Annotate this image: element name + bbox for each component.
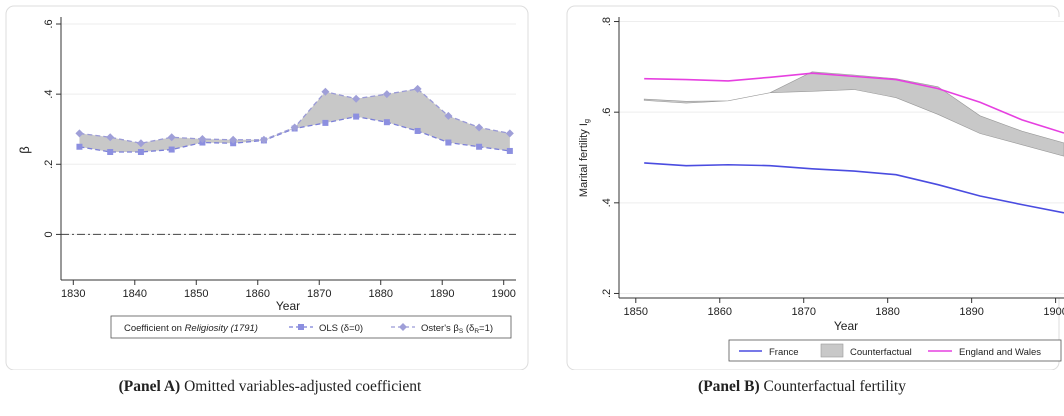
a-x-tick-label: 1900	[491, 288, 515, 300]
a-oster-point	[106, 133, 115, 142]
panel-b-caption: (Panel B) Counterfactual fertility	[540, 378, 1064, 396]
panel-b-y-axis-label-main: Marital fertility I	[578, 123, 590, 197]
a-x-tick-label: 1880	[368, 288, 392, 300]
panel-a-chart: 1830 1840 1850 1860 1870 1880 1890 19000.2.4.6 …	[5, 5, 529, 370]
panel-b-x-axis-label: Year	[834, 319, 858, 333]
panel-a-legend-ols-key	[289, 324, 313, 330]
panel-b-plot-area	[619, 17, 1064, 298]
a-ols-point	[353, 113, 360, 120]
panel-a-series-layer	[75, 84, 514, 156]
a-oster-point	[259, 135, 268, 144]
a-x-tick-label: 1870	[307, 288, 331, 300]
panel-a-legend-ols-label: OLS (δ=0)	[319, 323, 363, 334]
panel-a-caption-text: Omitted variables-adjusted coefficient	[184, 378, 422, 395]
panel-a-legend-oster-sub: S	[459, 328, 464, 335]
a-oster-point	[167, 133, 176, 142]
panel-a-axes: 1830 1840 1850 1860 1870 1880 1890 1900 0 .2 .4 .6	[43, 17, 516, 300]
a-oster-point	[136, 139, 145, 148]
panel-a-legend-oster-main: Oster's β	[421, 323, 459, 334]
a-y-tick-label: .6	[43, 19, 55, 28]
a-ols-point	[322, 119, 329, 126]
panel-a-caption-label: (Panel A)	[118, 378, 181, 395]
panel-b-series-layer	[644, 72, 1064, 214]
a-oster-point	[198, 135, 207, 144]
panel-a-caption: (Panel A) Omitted variables-adjusted coe…	[0, 378, 540, 396]
a-oster-point	[444, 111, 453, 120]
a-ols-point	[476, 143, 483, 150]
panel-b-caption-text: Counterfactual fertility	[763, 378, 906, 395]
a-x-tick-label: 1890	[430, 288, 454, 300]
a-x-tick-label: 1830	[61, 288, 85, 300]
a-ols-point	[168, 146, 175, 153]
a-y-tick-label: .4	[43, 90, 55, 99]
panel-a-legend-oster-sub2: R	[474, 328, 479, 335]
panel-a-legend: Coefficient on Religiosity (1791) OLS (δ…	[110, 315, 512, 339]
a-ols-point	[107, 149, 114, 156]
panel-b-band-layer	[643, 71, 1064, 157]
panel-a-legend-title: Coefficient on Religiosity (1791)	[124, 323, 258, 334]
a-oster-point	[75, 129, 84, 138]
panel-a-band-layer	[79, 88, 510, 153]
panel-b-y-axis-label: Marital fertility Ig	[578, 119, 591, 197]
b-x-tick-label: 1900	[1043, 306, 1064, 318]
a-y-tick-label: .2	[43, 160, 55, 169]
panel-b-axes: 1850 1860 1870 1880 1890 1900 .2 .4 .6 .8	[601, 17, 1064, 318]
a-oster-point	[413, 84, 422, 93]
a-oster-point	[475, 123, 484, 132]
panel-a-y-axis-label: β	[17, 146, 32, 153]
a-ols-point	[383, 119, 390, 126]
a-oster-point	[382, 90, 391, 99]
a-oster-point	[229, 135, 238, 144]
b-y-tick-label: .4	[601, 198, 613, 207]
b-x-tick-label: 1890	[959, 306, 983, 318]
panel-a-legend-oster-end: =1)	[479, 323, 493, 334]
b-x-tick-label: 1860	[708, 306, 732, 318]
panel-b-chart: 1850 1860 1870 1880 1890 1900 .2 .4 .6 .8 Year Ma…	[566, 5, 1064, 370]
b-x-tick-label: 1870	[791, 306, 815, 318]
a-ols-point	[76, 143, 83, 150]
panel-a-legend-oster-key	[391, 323, 415, 331]
b-series-france-line	[644, 162, 1064, 214]
a-oster-point	[321, 87, 330, 96]
panel-b-caption-label: (Panel B)	[698, 378, 760, 395]
b-counterfactual-band	[643, 71, 1064, 157]
panel-a-legend-oster-label: Oster's βS (δR=1)	[421, 323, 493, 335]
panel-b-legend-counterfactual-label: Counterfactual	[850, 347, 912, 358]
a-ols-point	[414, 127, 421, 134]
panel-b-legend-counterfactual-key	[820, 343, 844, 358]
b-series-england-line	[644, 72, 1064, 134]
b-y-tick-label: .8	[601, 17, 613, 26]
panel-b-legend-england-label: England and Wales	[959, 347, 1041, 358]
panel-b-grid	[619, 21, 1064, 294]
panel-b-legend-box	[728, 339, 1062, 362]
panel-a-legend-title-prefix: Coefficient on	[124, 323, 185, 334]
b-y-tick-label: .6	[601, 108, 613, 117]
panel-a-legend-title-italic: Religiosity (1791)	[185, 323, 258, 334]
a-ols-point	[506, 147, 513, 154]
a-ols-point	[137, 149, 144, 156]
a-oster-point	[352, 94, 361, 103]
a-oster-point	[505, 129, 514, 138]
b-x-tick-label: 1850	[624, 306, 648, 318]
b-x-tick-label: 1880	[875, 306, 899, 318]
b-y-tick-label: .2	[601, 289, 613, 298]
a-ols-point	[445, 139, 452, 146]
a-oster-point	[290, 123, 299, 132]
a-x-tick-label: 1860	[246, 288, 270, 300]
panel-a-legend-oster-paren: (δ	[463, 323, 474, 334]
a-x-tick-label: 1840	[123, 288, 147, 300]
a-band-area	[79, 88, 510, 153]
a-x-tick-label: 1850	[184, 288, 208, 300]
panel-a-x-axis-label: Year	[276, 299, 300, 313]
a-y-tick-label: 0	[43, 231, 55, 237]
panel-b-legend: France Counterfactual England and Wales	[728, 339, 1062, 362]
panel-b-y-axis-label-sub: g	[582, 119, 591, 123]
panel-b-legend-france-label: France	[769, 347, 799, 358]
